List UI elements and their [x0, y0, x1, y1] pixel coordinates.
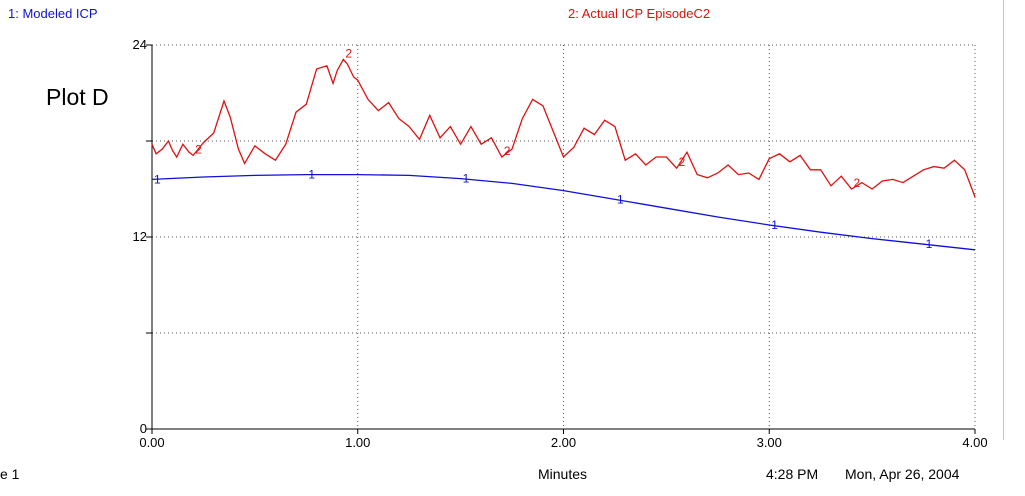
timestamp-date: Mon, Apr 26, 2004 [845, 466, 960, 482]
series-marker-label: 2 [504, 144, 511, 158]
y-tick-label: 0 [140, 421, 147, 436]
gridlines [152, 44, 976, 429]
page-border [1003, 0, 1004, 440]
x-tick-label: 1.00 [345, 435, 370, 450]
timestamp-time: 4:28 PM [766, 466, 819, 482]
series-marker-label: 1 [308, 168, 315, 182]
plot-title: Plot D [46, 84, 109, 110]
y-tick-label: 24 [133, 37, 147, 52]
series-marker-label: 2 [345, 46, 352, 60]
series-marker-label: 1 [926, 237, 933, 251]
series-line-2 [151, 58, 976, 198]
series-marker-label: 1 [617, 192, 624, 206]
series-marker-label: 1 [154, 172, 161, 186]
x-tick-label: 4.00 [962, 435, 987, 450]
series-group: 1 1 1 1 1 1 2 2 2 2 2 [151, 46, 976, 251]
legend-modeled-icp: 1: Modeled ICP [8, 6, 98, 21]
legend-actual-icp: 2: Actual ICP EpisodeC2 [568, 6, 711, 21]
x-tick-label: 3.00 [757, 435, 782, 450]
series-marker-label: 1 [771, 218, 778, 232]
series-marker-label: 2 [854, 176, 861, 190]
y-tick-label: 12 [133, 229, 147, 244]
page-label: e 1 [0, 466, 20, 482]
series-marker-label: 2 [679, 155, 686, 169]
series-marker-label: 2 [195, 142, 202, 156]
x-tick-label: 0.00 [139, 435, 164, 450]
series-line-1 [151, 173, 976, 251]
x-tick-label: 2.00 [551, 435, 576, 450]
series-marker-label: 1 [463, 172, 470, 186]
x-axis-label: Minutes [538, 466, 588, 482]
